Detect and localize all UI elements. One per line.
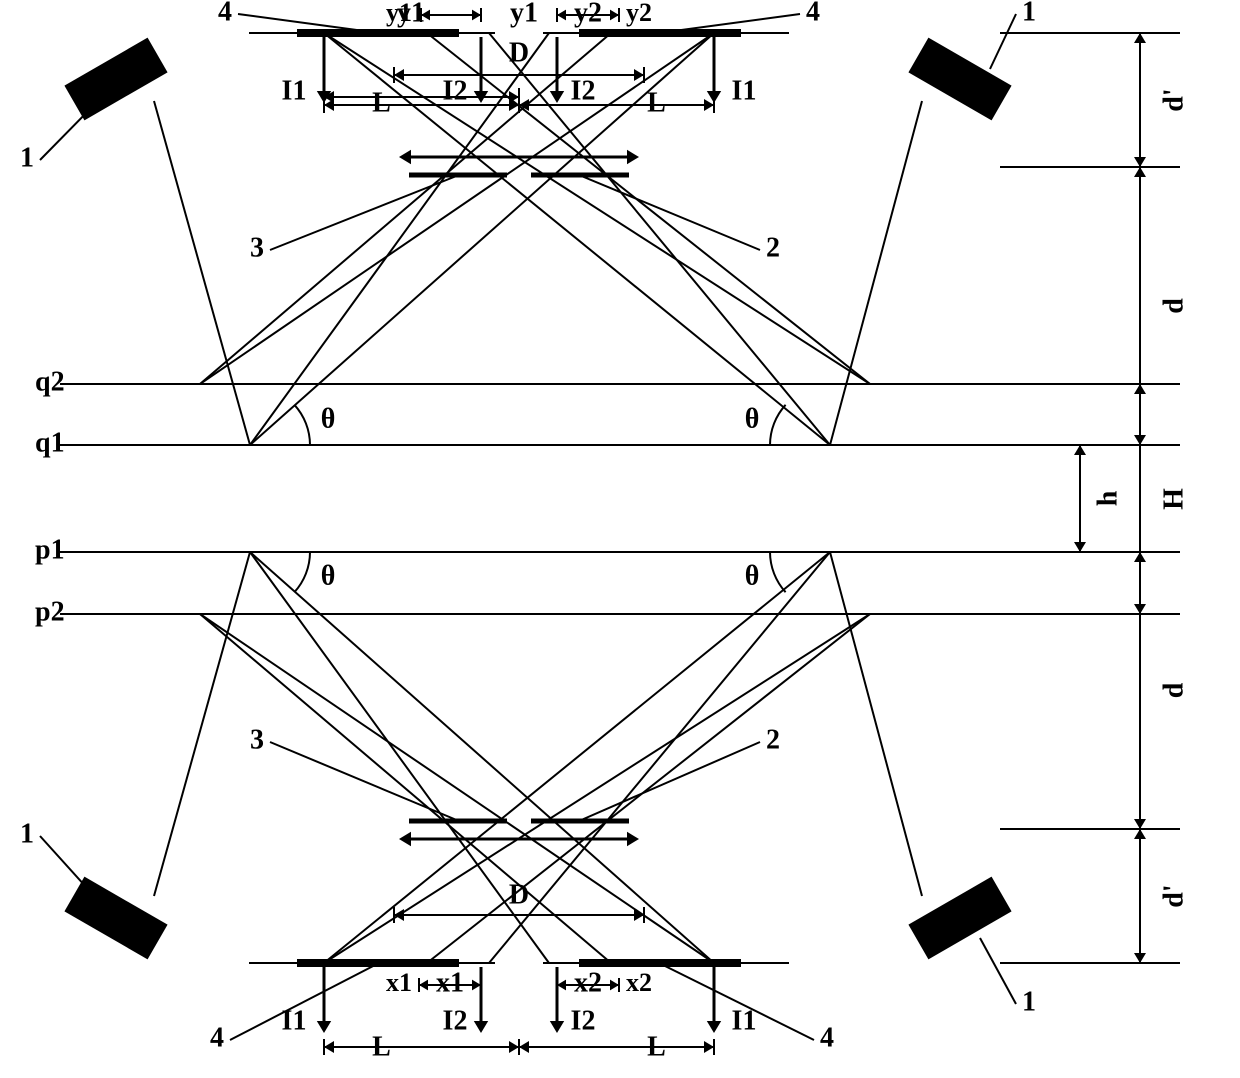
svg-text:4: 4 [218, 0, 232, 27]
svg-text:q2: q2 [35, 366, 65, 397]
svg-text:d': d' [1158, 884, 1189, 907]
svg-text:x2: x2 [626, 968, 652, 997]
svg-text:I2: I2 [443, 75, 468, 106]
svg-text:L: L [647, 1031, 666, 1062]
svg-text:4: 4 [210, 1022, 224, 1053]
svg-text:θ: θ [321, 560, 336, 591]
svg-text:d': d' [1158, 88, 1189, 111]
svg-text:I1: I1 [282, 1005, 307, 1036]
svg-text:I1: I1 [282, 75, 307, 106]
svg-text:y2: y2 [626, 0, 652, 27]
svg-text:y1: y1 [386, 0, 412, 27]
svg-text:I1: I1 [732, 75, 757, 106]
svg-text:3: 3 [250, 724, 264, 755]
svg-text:d: d [1158, 298, 1189, 314]
svg-text:2: 2 [766, 724, 780, 755]
svg-text:x1: x1 [386, 968, 412, 997]
svg-text:y1: y1 [510, 0, 538, 28]
svg-text:x2: x2 [574, 967, 602, 998]
svg-text:θ: θ [321, 403, 336, 434]
svg-text:1: 1 [20, 142, 34, 173]
svg-text:D: D [509, 37, 529, 68]
svg-text:I2: I2 [571, 75, 596, 106]
svg-text:I2: I2 [571, 1005, 596, 1036]
svg-text:x1: x1 [436, 967, 464, 998]
svg-text:p1: p1 [35, 534, 65, 565]
svg-text:q1: q1 [35, 427, 65, 458]
svg-text:θ: θ [745, 560, 760, 591]
diagram-canvas: q2q1p1p2θθθθI1I2I2I1I1I2I2I1y1y1y1y2y2x1… [0, 0, 1240, 1078]
svg-text:2: 2 [766, 232, 780, 263]
svg-text:4: 4 [806, 0, 820, 27]
svg-text:L: L [372, 87, 391, 118]
svg-text:L: L [647, 87, 666, 118]
svg-text:1: 1 [20, 818, 34, 849]
svg-text:4: 4 [820, 1022, 834, 1053]
svg-text:h: h [1092, 490, 1123, 506]
svg-text:1: 1 [1022, 0, 1036, 27]
svg-text:1: 1 [1022, 986, 1036, 1017]
svg-text:H: H [1158, 488, 1189, 510]
svg-text:y2: y2 [574, 0, 602, 28]
svg-text:D: D [509, 879, 529, 910]
svg-text:3: 3 [250, 232, 264, 263]
svg-text:θ: θ [745, 403, 760, 434]
svg-text:I2: I2 [443, 1005, 468, 1036]
svg-text:p2: p2 [35, 596, 65, 627]
svg-text:L: L [372, 1031, 391, 1062]
svg-text:d: d [1158, 682, 1189, 698]
